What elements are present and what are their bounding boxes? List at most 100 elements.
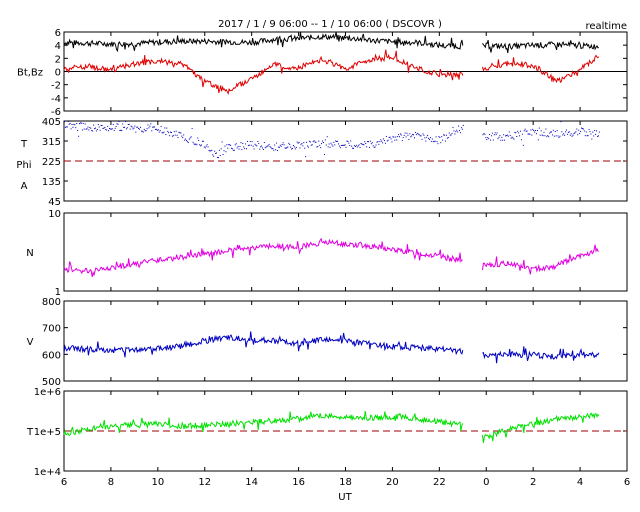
data-point <box>398 134 400 136</box>
data-point <box>380 139 382 141</box>
data-point <box>90 127 92 129</box>
data-point <box>226 144 228 146</box>
data-point <box>582 128 584 130</box>
data-point <box>326 136 328 138</box>
data-point <box>519 135 521 137</box>
data-point <box>142 131 144 133</box>
data-point <box>460 127 462 129</box>
data-point <box>100 124 102 126</box>
data-point <box>97 123 99 125</box>
data-point <box>67 121 69 122</box>
data-point <box>229 144 231 146</box>
data-point <box>293 146 295 148</box>
data-point <box>266 145 268 147</box>
data-point <box>496 132 498 134</box>
data-point <box>435 136 437 138</box>
data-point <box>98 126 100 128</box>
data-point <box>325 144 327 146</box>
data-point <box>258 142 260 144</box>
y-tick-label: 10 <box>48 209 61 220</box>
data-point <box>337 140 339 142</box>
data-point <box>409 133 411 135</box>
data-point <box>292 144 294 146</box>
data-point <box>422 133 424 135</box>
data-point <box>444 134 446 136</box>
data-point <box>520 130 522 132</box>
data-point <box>437 143 439 145</box>
data-point <box>511 136 513 138</box>
data-point <box>385 135 387 137</box>
data-point <box>446 137 448 139</box>
data-point <box>454 133 456 135</box>
data-point <box>369 140 371 142</box>
data-point <box>161 132 163 134</box>
data-point <box>357 145 359 147</box>
data-point <box>408 139 410 141</box>
data-point <box>322 142 324 144</box>
data-point <box>88 129 90 131</box>
panel-theta-phi: 405 315 225 135 45 T Phi A <box>16 117 628 208</box>
data-point <box>267 145 269 147</box>
data-point <box>291 148 293 150</box>
data-point <box>459 132 461 134</box>
data-point <box>279 144 281 146</box>
chart-subtitle: realtime <box>585 21 627 32</box>
data-point <box>355 144 357 146</box>
y-tick-label: -2 <box>51 81 61 92</box>
data-point <box>532 128 534 130</box>
data-point <box>533 130 535 132</box>
data-point <box>406 132 408 134</box>
data-point <box>570 133 572 135</box>
data-point <box>122 123 124 125</box>
data-point <box>448 132 450 134</box>
data-point <box>313 140 315 142</box>
x-tick-label: 6 <box>61 477 67 488</box>
data-point <box>536 129 538 131</box>
data-point <box>395 136 397 138</box>
data-point <box>276 142 278 144</box>
panel-frame <box>63 300 628 382</box>
data-point <box>319 144 321 146</box>
data-point <box>309 141 311 143</box>
data-point <box>534 131 536 133</box>
y-tick-label: -4 <box>51 94 61 105</box>
data-point <box>515 132 517 134</box>
data-point <box>425 140 427 142</box>
data-point <box>538 127 540 129</box>
data-point <box>302 145 304 147</box>
data-point <box>186 141 188 143</box>
data-point <box>197 137 199 139</box>
data-point <box>321 143 323 145</box>
data-point <box>537 139 539 141</box>
data-point <box>91 130 93 132</box>
data-point <box>241 149 243 151</box>
data-point <box>500 139 502 141</box>
data-point <box>154 126 156 128</box>
data-point <box>242 142 244 144</box>
data-point <box>99 129 101 131</box>
data-point <box>207 146 209 148</box>
data-point <box>338 145 340 147</box>
data-point <box>359 147 361 149</box>
data-point <box>76 122 78 124</box>
data-point <box>457 131 459 133</box>
data-point <box>81 129 83 131</box>
y-tick-label: 405 <box>42 117 61 128</box>
data-point <box>453 130 455 132</box>
data-point <box>387 139 389 141</box>
data-point <box>225 151 227 153</box>
data-point <box>126 127 128 129</box>
data-point <box>284 147 286 149</box>
data-point <box>375 144 377 146</box>
data-point <box>549 132 551 134</box>
data-point <box>554 130 556 132</box>
data-point <box>365 143 367 145</box>
data-point <box>153 126 155 128</box>
data-point <box>262 148 264 150</box>
data-point <box>410 136 412 138</box>
data-point <box>345 146 347 148</box>
data-point <box>231 147 233 149</box>
data-point <box>131 126 133 128</box>
data-point <box>393 136 395 138</box>
data-point <box>568 131 570 133</box>
